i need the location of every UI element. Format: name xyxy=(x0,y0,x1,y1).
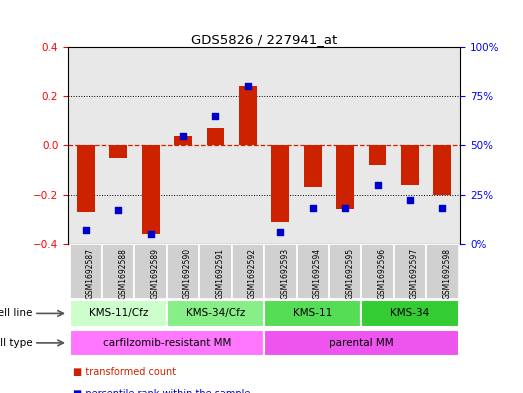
Text: cell line: cell line xyxy=(0,309,32,318)
Text: GSM1692595: GSM1692595 xyxy=(345,248,354,299)
Bar xyxy=(199,244,232,299)
Text: GSM1692589: GSM1692589 xyxy=(151,248,160,299)
Bar xyxy=(401,145,419,185)
Text: GSM1692587: GSM1692587 xyxy=(86,248,95,299)
Bar xyxy=(174,136,192,145)
Bar xyxy=(134,244,167,299)
Bar xyxy=(70,300,167,327)
Point xyxy=(276,229,285,235)
Point xyxy=(373,182,382,188)
Title: GDS5826 / 227941_at: GDS5826 / 227941_at xyxy=(191,33,337,46)
Point xyxy=(341,205,349,211)
Text: KMS-11: KMS-11 xyxy=(293,309,332,318)
Text: GSM1692593: GSM1692593 xyxy=(280,248,289,299)
Bar xyxy=(426,244,459,299)
Text: GSM1692591: GSM1692591 xyxy=(215,248,224,299)
Point xyxy=(438,205,447,211)
Point xyxy=(211,113,220,119)
Bar xyxy=(207,128,224,145)
Bar xyxy=(329,244,361,299)
Text: carfilzomib-resistant MM: carfilzomib-resistant MM xyxy=(103,338,231,348)
Bar xyxy=(264,300,361,327)
Bar xyxy=(77,145,95,212)
Bar xyxy=(102,244,134,299)
Text: KMS-34: KMS-34 xyxy=(390,309,429,318)
Text: GSM1692594: GSM1692594 xyxy=(313,248,322,299)
Text: parental MM: parental MM xyxy=(329,338,394,348)
Bar xyxy=(297,244,329,299)
Bar xyxy=(70,244,102,299)
Text: KMS-11/Cfz: KMS-11/Cfz xyxy=(88,309,148,318)
Point xyxy=(309,205,317,211)
Bar xyxy=(434,145,451,195)
Bar xyxy=(394,244,426,299)
Bar xyxy=(361,300,459,327)
Text: KMS-34/Cfz: KMS-34/Cfz xyxy=(186,309,245,318)
Point xyxy=(82,227,90,233)
Point xyxy=(146,231,155,237)
Bar xyxy=(264,330,459,356)
Text: GSM1692590: GSM1692590 xyxy=(183,248,192,299)
Point xyxy=(114,207,122,213)
Bar xyxy=(361,244,394,299)
Text: GSM1692592: GSM1692592 xyxy=(248,248,257,299)
Text: GSM1692596: GSM1692596 xyxy=(378,248,386,299)
Text: GSM1692597: GSM1692597 xyxy=(410,248,419,299)
Text: ■ transformed count: ■ transformed count xyxy=(73,367,176,377)
Bar xyxy=(369,145,386,165)
Bar xyxy=(264,244,297,299)
Point xyxy=(244,83,252,90)
Bar xyxy=(167,300,264,327)
Text: GSM1692598: GSM1692598 xyxy=(442,248,451,299)
Bar xyxy=(336,145,354,209)
Bar xyxy=(70,330,264,356)
Bar xyxy=(271,145,289,222)
Bar xyxy=(167,244,199,299)
Bar xyxy=(142,145,160,234)
Point xyxy=(179,132,187,139)
Bar xyxy=(304,145,322,187)
Point xyxy=(406,197,414,204)
Bar xyxy=(239,86,257,145)
Text: GSM1692588: GSM1692588 xyxy=(118,248,127,299)
Text: cell type: cell type xyxy=(0,338,32,348)
Bar xyxy=(232,244,264,299)
Text: ■ percentile rank within the sample: ■ percentile rank within the sample xyxy=(73,389,251,393)
Bar xyxy=(109,145,127,158)
